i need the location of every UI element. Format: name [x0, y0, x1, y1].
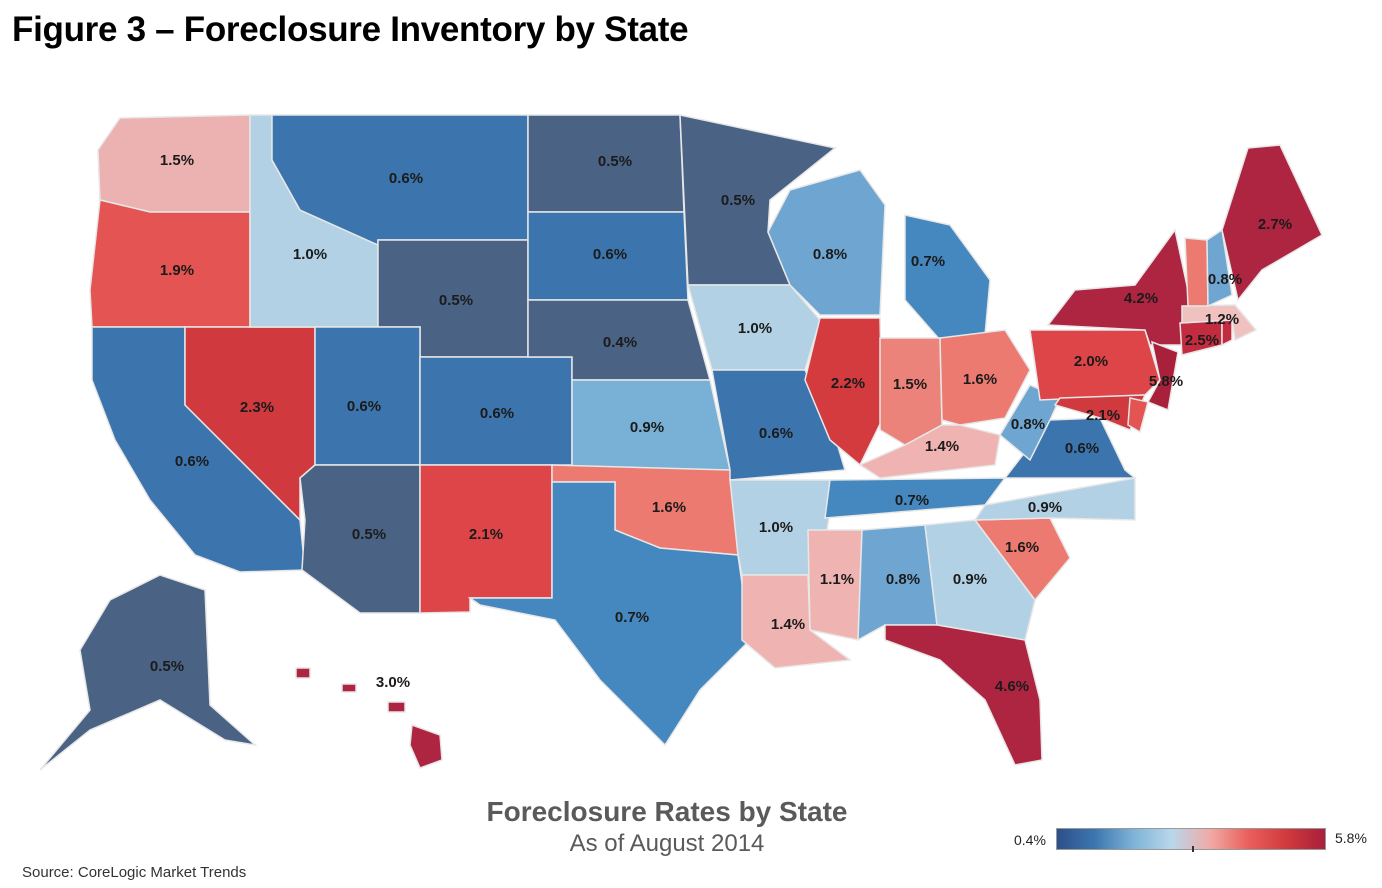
- state-vt: [1184, 237, 1209, 307]
- state-fl: [884, 624, 1043, 766]
- state-label-ut: 0.6%: [347, 398, 381, 415]
- state-label-nh: 0.8%: [1208, 271, 1242, 288]
- map-title: Foreclosure Rates by State: [486, 796, 848, 827]
- state-ny: [1046, 228, 1191, 346]
- state-label-nm: 2.1%: [469, 526, 503, 543]
- state-oh: [939, 329, 1031, 426]
- state-label-oh: 1.6%: [963, 371, 997, 388]
- state-label-mt: 0.6%: [389, 170, 423, 187]
- state-wi: [767, 169, 886, 316]
- state-md: [1053, 394, 1147, 431]
- legend-color-scale: [1056, 828, 1326, 850]
- state-label-pa: 2.0%: [1074, 353, 1108, 370]
- state-ga: [924, 519, 1036, 641]
- state-label-nj: 5.8%: [1149, 373, 1183, 390]
- state-me: [1221, 144, 1323, 302]
- state-label-co: 0.6%: [480, 405, 514, 422]
- state-label-ia: 1.0%: [738, 320, 772, 337]
- state-label-fl: 4.6%: [995, 678, 1029, 695]
- state-label-sc: 1.6%: [1005, 539, 1039, 556]
- state-label-wi: 0.8%: [813, 246, 847, 263]
- state-label-la: 1.4%: [771, 616, 805, 633]
- state-label-wy: 0.5%: [439, 292, 473, 309]
- state-ia: [687, 284, 821, 371]
- state-label-ca: 0.6%: [175, 453, 209, 470]
- legend-max-label: 5.8%: [1335, 830, 1367, 846]
- state-tx: [467, 481, 751, 747]
- state-label-mo: 0.6%: [759, 425, 793, 442]
- state-label-id: 1.0%: [293, 246, 327, 263]
- state-label-il: 2.2%: [831, 375, 865, 392]
- state-label-ne: 0.4%: [603, 334, 637, 351]
- state-ak: [39, 574, 258, 771]
- state-label-ky: 1.4%: [925, 438, 959, 455]
- state-label-mn: 0.5%: [721, 192, 755, 209]
- state-label-hi: 3.0%: [376, 674, 410, 691]
- figure-title: Figure 3 – Foreclosure Inventory by Stat…: [12, 10, 689, 49]
- legend-min-label: 0.4%: [1014, 832, 1046, 848]
- state-label-or: 1.9%: [160, 262, 194, 279]
- state-label-az: 0.5%: [352, 526, 386, 543]
- state-shapes: [39, 114, 1323, 771]
- state-label-in: 1.5%: [893, 376, 927, 393]
- state-nh: [1206, 228, 1233, 308]
- state-ma: [1181, 304, 1258, 342]
- state-wv: [999, 384, 1061, 462]
- state-labels: 1.5% 1.9% 0.6% 2.3% 1.0% 0.6% 0.5% 0.6% 0.5% 0.6%…: [150, 152, 1292, 695]
- state-nj: [1146, 340, 1179, 412]
- state-label-wv: 0.8%: [1011, 416, 1045, 433]
- state-label-ks: 0.9%: [630, 419, 664, 436]
- state-label-ct: 2.5%: [1185, 332, 1219, 349]
- state-hi: [295, 667, 443, 769]
- state-label-sd: 0.6%: [593, 246, 627, 263]
- state-label-md: 2.1%: [1086, 407, 1120, 424]
- state-label-mi: 0.7%: [911, 253, 945, 270]
- state-label-nc: 0.9%: [1028, 499, 1062, 516]
- state-label-nv: 2.3%: [240, 399, 274, 416]
- state-label-me: 2.7%: [1258, 216, 1292, 233]
- state-pa: [1029, 329, 1161, 401]
- state-label-al: 0.8%: [886, 571, 920, 588]
- state-label-tx: 0.7%: [615, 609, 649, 626]
- state-ky: [858, 424, 1001, 479]
- state-label-va: 0.6%: [1065, 440, 1099, 457]
- state-label-ma: 1.2%: [1205, 311, 1239, 328]
- state-label-ms: 1.1%: [820, 571, 854, 588]
- state-label-wa: 1.5%: [160, 152, 194, 169]
- state-de: [1127, 397, 1149, 434]
- state-label-nd: 0.5%: [598, 153, 632, 170]
- state-label-ok: 1.6%: [652, 499, 686, 516]
- state-mi: [904, 214, 991, 341]
- state-label-tn: 0.7%: [895, 492, 929, 509]
- state-ut: [314, 326, 421, 466]
- state-la: [741, 574, 852, 669]
- state-label-ak: 0.5%: [150, 658, 184, 675]
- source-note: Source: CoreLogic Market Trends: [22, 864, 247, 881]
- state-label-ar: 1.0%: [759, 519, 793, 536]
- state-label-ny: 4.2%: [1124, 290, 1158, 307]
- map-subtitle: As of August 2014: [569, 830, 765, 857]
- legend-tick-mark: [1192, 846, 1194, 852]
- state-nc: [973, 477, 1136, 521]
- state-label-ga: 0.9%: [953, 571, 987, 588]
